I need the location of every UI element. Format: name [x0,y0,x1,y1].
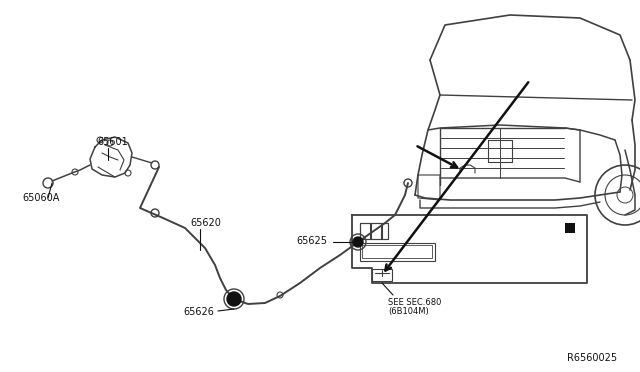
Text: (6B104M): (6B104M) [388,307,429,316]
Text: 65601: 65601 [97,137,128,147]
Text: 65620: 65620 [190,218,221,228]
Text: 65060A: 65060A [22,193,60,203]
Text: R6560025: R6560025 [567,353,617,363]
Bar [360,243,435,261]
Bar [382,223,388,239]
Text: 65625: 65625 [296,236,327,246]
Bar [565,223,575,233]
Bar [372,269,392,281]
Circle shape [227,292,241,306]
Text: 65626: 65626 [183,307,214,317]
Bar [362,245,432,258]
Bar [360,223,370,239]
Bar [360,223,388,239]
Circle shape [353,237,363,247]
Bar [371,223,381,239]
Text: SEE SEC.680: SEE SEC.680 [388,298,442,307]
